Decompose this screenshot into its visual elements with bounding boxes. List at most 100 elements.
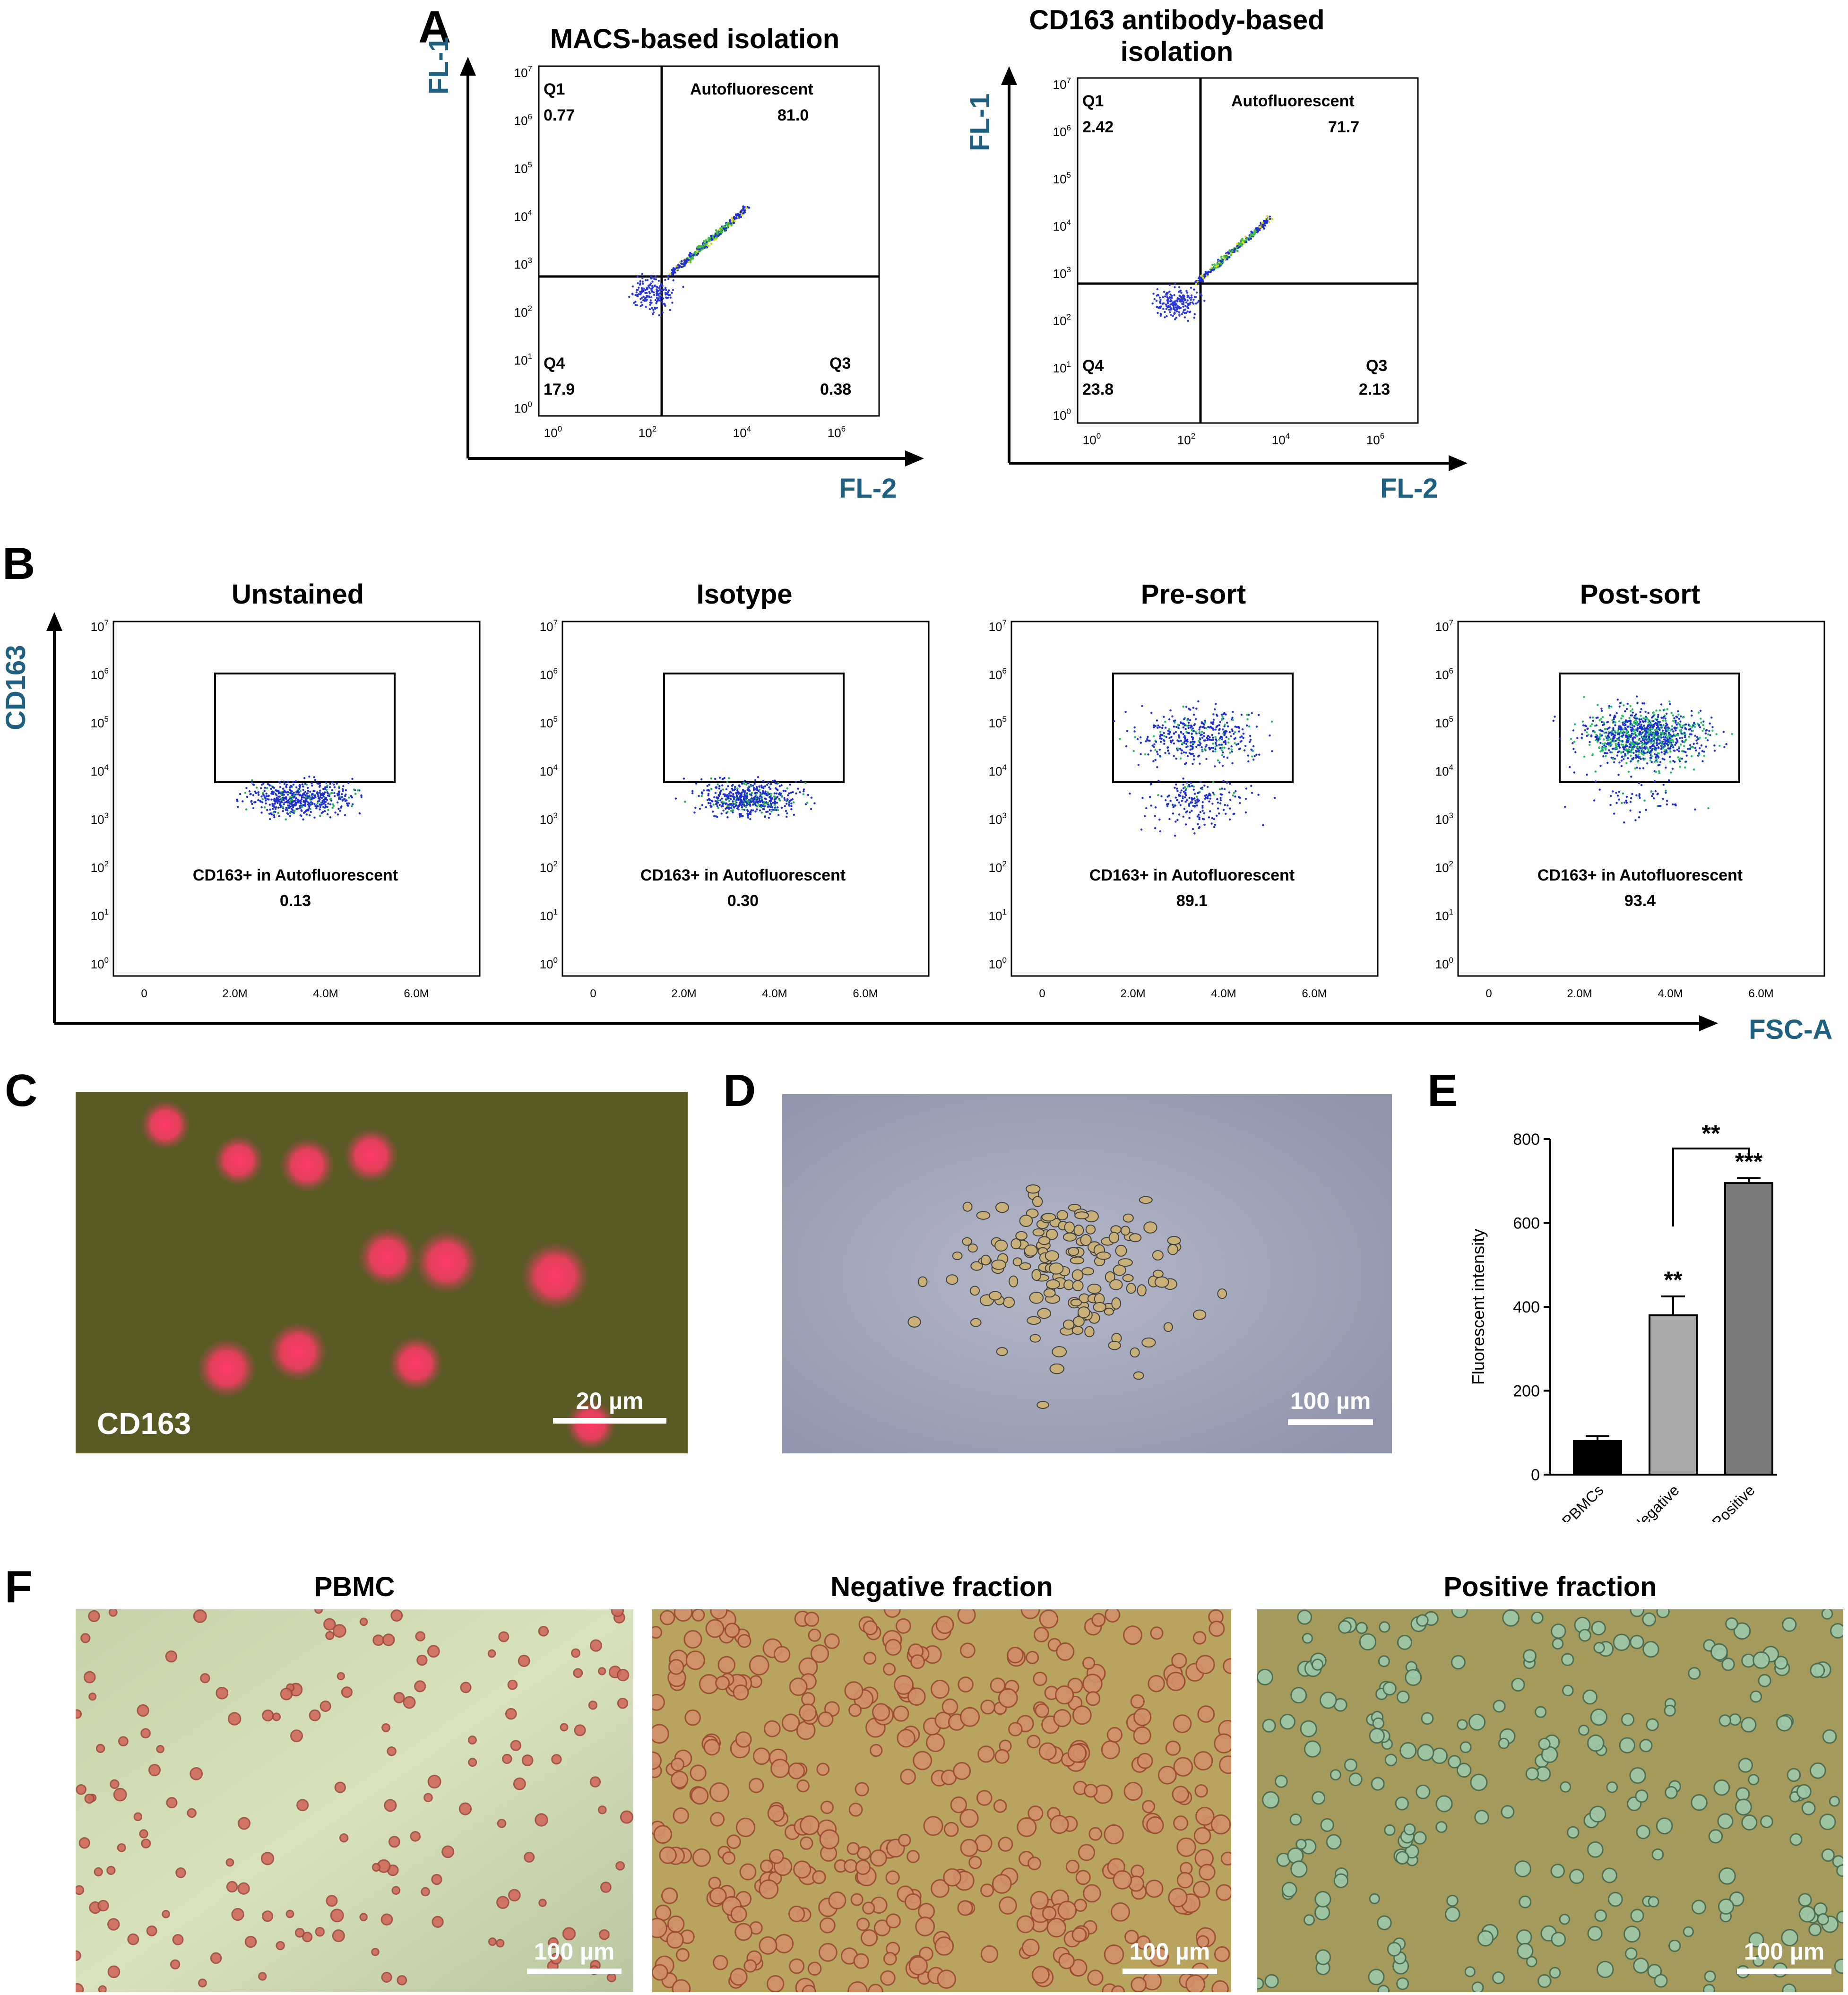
- micrograph-negative-fraction: 100 µm: [652, 1609, 1231, 1992]
- micrograph-negative-scale-label: 100 µm: [1129, 1938, 1210, 1965]
- panel-a-scatter-2: [1151, 215, 1274, 322]
- a2-q1-label: Q1: [1082, 92, 1104, 110]
- b-plot-4: 107 106 105 104 103 102 101 100 0 2.0M 4.0M 6.0M: [1435, 618, 1825, 1000]
- micrograph-pbmc-cells: [76, 1609, 633, 1992]
- b-x-tick: 6.0M: [404, 987, 429, 1000]
- bar-chart: 0 200 400 600 800 Fluorescent intensity PBMCs N…: [1468, 1120, 1777, 1522]
- panel-letter-a: A: [418, 2, 451, 52]
- micrograph-cd163: CD163 20 µm: [76, 1092, 688, 1453]
- panel-letter-c: C: [5, 1065, 38, 1116]
- micrograph-cd163-scale-label: 20 µm: [576, 1388, 644, 1414]
- a1-y-tick: 102: [514, 304, 532, 320]
- b-y-tick: 105: [91, 715, 109, 730]
- b-y-tick: 100: [1435, 956, 1453, 971]
- a1-y-tick: 107: [514, 64, 532, 80]
- b-y-tick: 101: [91, 907, 109, 923]
- a1-q4-value: 17.9: [544, 380, 575, 398]
- panel-a-plot-frame-1: [538, 65, 880, 417]
- micrograph-negative-fraction-cells: [652, 1609, 1231, 1992]
- b-gate-box: [663, 673, 845, 783]
- b-y-tick: 106: [91, 666, 109, 682]
- a1-x-tick: 100: [544, 424, 562, 440]
- panel-b-figure: 107 106 105 104 103 102 101 100 0 2.0M 4.0M 6.0M 107…: [46, 612, 1825, 1031]
- e-x-tick-label: Negative: [1628, 1481, 1683, 1522]
- a1-x-tick: 104: [733, 424, 751, 440]
- a2-q3-label: Q3: [1366, 357, 1388, 375]
- e-y-tick-label: 200: [1513, 1382, 1540, 1400]
- panel-a-plot-frame-2: [1077, 77, 1419, 424]
- micrograph-negative-scale-bar: [1123, 1969, 1217, 1974]
- b-y-tick: 107: [540, 618, 558, 634]
- a1-y-tick: 104: [514, 208, 532, 224]
- panel-a-axes-2: [1001, 66, 1468, 471]
- a1-x-tick: 106: [828, 424, 846, 440]
- a2-x-tick: 102: [1177, 432, 1195, 447]
- b2-gate-label: CD163+ in Autofluorescent: [640, 866, 846, 884]
- b-plot-3: 107 106 105 104 103 102 101 100 0 2.0M 4.0M 6.0M: [989, 618, 1379, 1000]
- b-x-tick: 2.0M: [671, 987, 696, 1000]
- b-y-tick: 107: [91, 618, 109, 634]
- a2-q1-value: 2.42: [1082, 118, 1114, 136]
- e-bar-negative: [1649, 1314, 1698, 1476]
- b-x-tick: 6.0M: [1748, 987, 1773, 1000]
- micrograph-brightfield-scale-label: 100 µm: [1290, 1388, 1371, 1414]
- micrograph-positive-scale-label: 100 µm: [1744, 1938, 1825, 1965]
- micrograph-pbmc: 100 µm: [76, 1609, 633, 1992]
- e-x-tick-label: Positive: [1709, 1481, 1758, 1522]
- micrograph-pbmc-scale-label: 100 µm: [534, 1938, 615, 1965]
- panel-b-plots: 107 106 105 104 103 102 101 100 0 2.0M 4.0M 6.0M 107…: [91, 618, 1825, 1000]
- panel-a-ticks: 107 106 105 104 103 102 101 100 100 102 104 106 107 1…: [514, 64, 1385, 447]
- a1-x-tick: 102: [639, 424, 656, 440]
- b-y-tick: 101: [1435, 907, 1453, 923]
- b-x-tick: 4.0M: [1658, 987, 1683, 1000]
- b-x-tick: 2.0M: [222, 987, 247, 1000]
- panel-a-title-1: MACS-based isolation: [550, 24, 840, 54]
- b-plot-1: 107 106 105 104 103 102 101 100 0 2.0M 4.0M 6.0M: [91, 618, 481, 1000]
- b4-gate-value: 93.4: [1624, 892, 1656, 910]
- a1-q1-label: Q1: [544, 80, 565, 98]
- micrograph-pbmc-scale-bar: [527, 1969, 622, 1974]
- e-y-axis-label: Fluorescent intensity: [1468, 1229, 1488, 1385]
- a1-q3-label: Q3: [829, 354, 851, 372]
- e-y-tick-label: 800: [1513, 1131, 1540, 1149]
- micrograph-positive-fraction-cells: [1257, 1609, 1843, 1992]
- a2-x-tick: 106: [1366, 432, 1384, 447]
- b-y-tick: 102: [989, 859, 1007, 875]
- micrograph-positive-fraction: 100 µm: [1257, 1609, 1843, 1992]
- a2-y-tick: 105: [1053, 171, 1071, 186]
- b-x-tick: 0: [1039, 987, 1045, 1000]
- b-y-tick: 103: [1435, 811, 1453, 827]
- a2-y-tick: 106: [1053, 123, 1071, 139]
- b-y-tick: 106: [540, 666, 558, 682]
- a1-y-axis-name: FL-1: [423, 36, 454, 95]
- a2-q2-label: Autofluorescent: [1231, 92, 1355, 110]
- b-x-tick: 0: [141, 987, 147, 1000]
- b4-gate-label: CD163+ in Autofluorescent: [1537, 866, 1743, 884]
- a2-y-tick: 107: [1053, 76, 1071, 92]
- a2-x-tick: 100: [1083, 432, 1101, 447]
- b-y-tick: 102: [1435, 859, 1453, 875]
- b-x-tick: 0: [590, 987, 596, 1000]
- b-y-tick: 100: [540, 956, 558, 971]
- b-title-1: Unstained: [231, 579, 364, 610]
- e-x-tick-label: PBMCs: [1559, 1481, 1607, 1522]
- micrograph-brightfield-cells: [782, 1094, 1392, 1453]
- e-bracket: [1672, 1148, 1750, 1226]
- panel-letter-b: B: [2, 538, 35, 589]
- b-y-tick: 100: [91, 956, 109, 971]
- b-x-tick: 4.0M: [313, 987, 338, 1000]
- b-y-tick: 102: [540, 859, 558, 875]
- b-title-3: Pre-sort: [1140, 579, 1246, 610]
- a2-q4-value: 23.8: [1082, 380, 1114, 398]
- b3-gate-label: CD163+ in Autofluorescent: [1089, 866, 1295, 884]
- b-y-tick: 104: [989, 763, 1007, 778]
- a1-y-tick: 106: [514, 112, 532, 128]
- b-y-tick: 105: [1435, 715, 1453, 730]
- b-plot-2: 107 106 105 104 103 102 101 100 0 2.0M 4.0M 6.0M: [540, 618, 930, 1000]
- micrograph-cd163-scale-bar: [553, 1418, 666, 1424]
- b-y-tick: 103: [989, 811, 1007, 827]
- a2-q2-value: 71.7: [1328, 118, 1360, 136]
- e-bracket-label: **: [1702, 1120, 1720, 1147]
- b-x-tick: 0: [1485, 987, 1492, 1000]
- b-y-tick: 104: [540, 763, 558, 778]
